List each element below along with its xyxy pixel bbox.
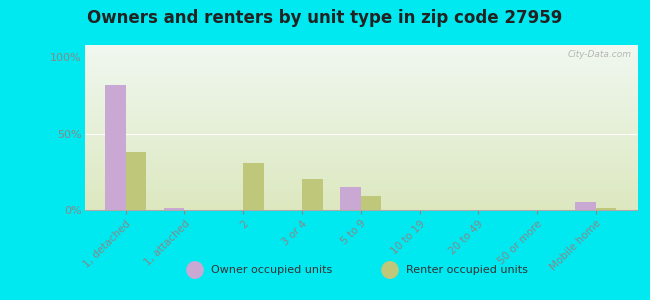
- Text: Owner occupied units: Owner occupied units: [211, 265, 333, 275]
- Bar: [575, 202, 596, 210]
- Bar: [361, 196, 382, 210]
- Text: Renter occupied units: Renter occupied units: [406, 265, 528, 275]
- Text: Owners and renters by unit type in zip code 27959: Owners and renters by unit type in zip c…: [87, 9, 563, 27]
- Bar: [105, 85, 125, 210]
- Bar: [164, 208, 185, 210]
- Bar: [340, 187, 361, 210]
- Bar: [302, 179, 322, 210]
- Bar: [125, 152, 146, 210]
- Bar: [243, 163, 264, 210]
- Bar: [596, 208, 616, 210]
- Text: City-Data.com: City-Data.com: [567, 50, 632, 59]
